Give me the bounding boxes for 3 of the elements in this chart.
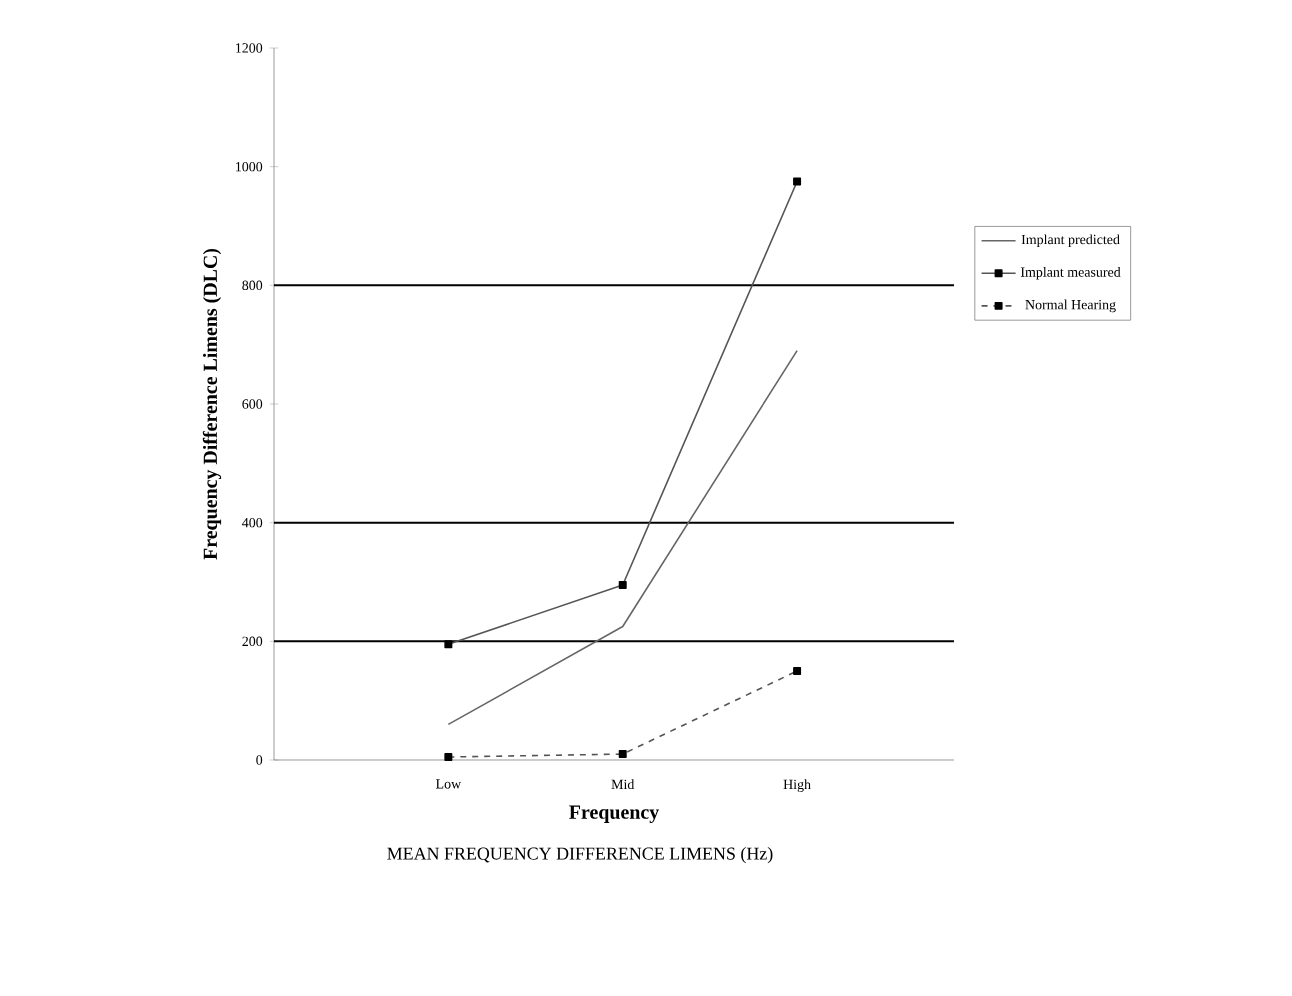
x-axis-title: Frequency (569, 805, 660, 823)
text: MEAN FREQUENCY DIFFERENCE LIMENS (Hz) (387, 847, 773, 864)
y-axis-title: Frequency Difference Limens (DLC) (202, 248, 222, 560)
